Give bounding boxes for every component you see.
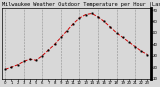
Text: Milwaukee Weather Outdoor Temperature per Hour (Last 24 Hours): Milwaukee Weather Outdoor Temperature pe… [2, 2, 160, 7]
